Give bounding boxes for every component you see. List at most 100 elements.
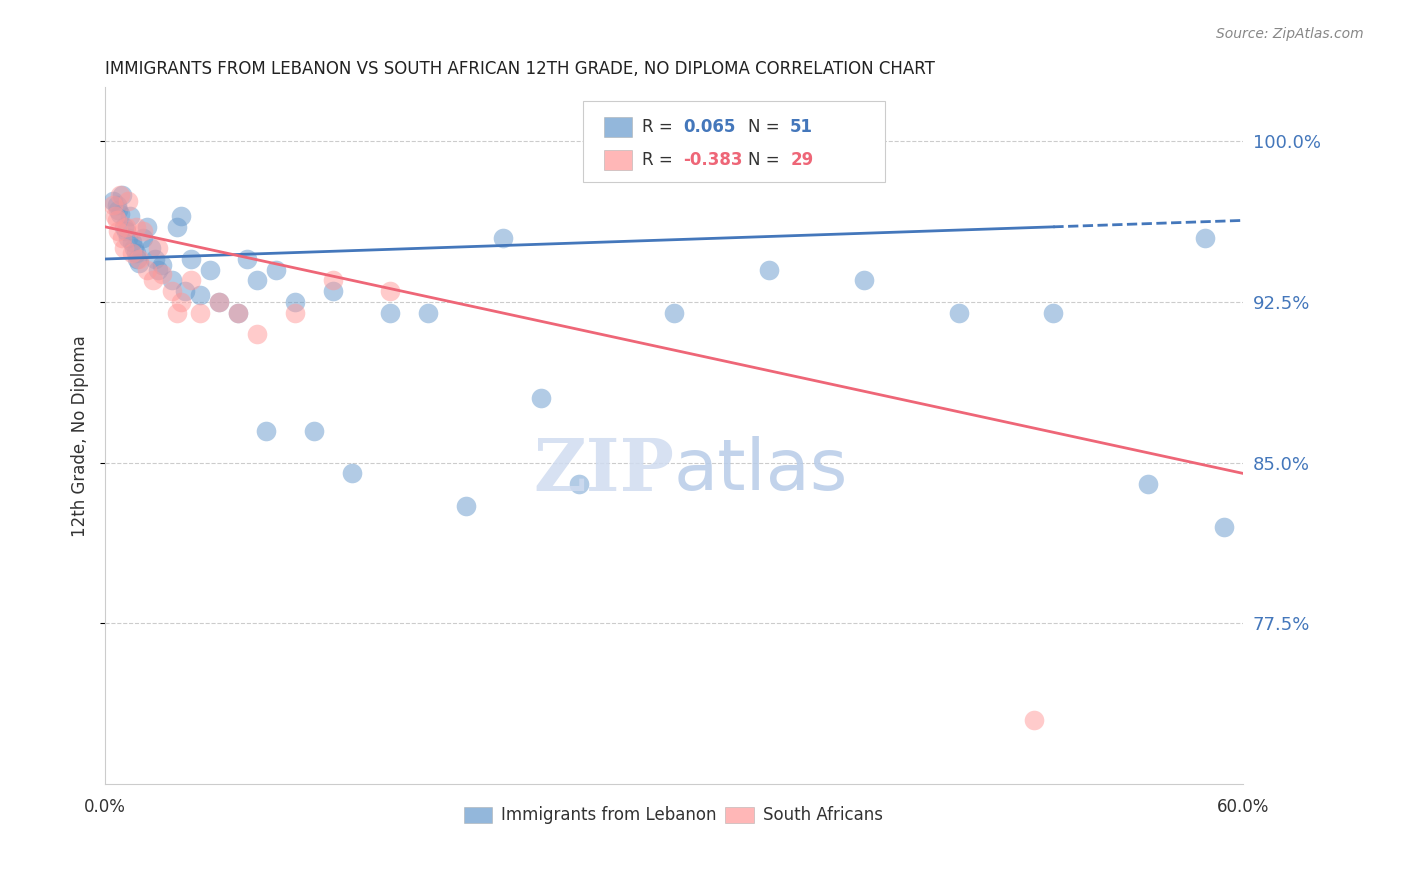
Point bbox=[101, 194, 124, 208]
Y-axis label: 12th Grade, No Diploma: 12th Grade, No Diploma bbox=[72, 335, 89, 537]
Point bbox=[246, 273, 269, 287]
Point bbox=[124, 219, 146, 234]
Point bbox=[117, 194, 139, 208]
Point bbox=[170, 294, 193, 309]
Point bbox=[226, 305, 249, 319]
Point bbox=[170, 209, 193, 223]
Point bbox=[160, 273, 183, 287]
Point bbox=[568, 477, 591, 491]
Point bbox=[1024, 713, 1046, 727]
Point bbox=[115, 219, 138, 234]
Point bbox=[378, 284, 401, 298]
Point bbox=[322, 284, 344, 298]
Point bbox=[758, 262, 780, 277]
Point bbox=[340, 467, 363, 481]
Point bbox=[492, 230, 515, 244]
Point bbox=[112, 219, 135, 234]
Point bbox=[122, 241, 145, 255]
Point bbox=[132, 224, 155, 238]
Point bbox=[208, 294, 231, 309]
Point bbox=[852, 273, 875, 287]
Point bbox=[166, 219, 188, 234]
Point bbox=[128, 252, 150, 266]
Point bbox=[188, 288, 211, 302]
Text: N =: N = bbox=[748, 151, 785, 169]
FancyBboxPatch shape bbox=[464, 807, 492, 822]
Point bbox=[188, 305, 211, 319]
Point bbox=[128, 256, 150, 270]
Point bbox=[148, 241, 170, 255]
Point bbox=[127, 252, 149, 266]
Point bbox=[143, 252, 166, 266]
Point bbox=[105, 213, 128, 227]
Point bbox=[264, 262, 287, 277]
Point bbox=[454, 499, 477, 513]
Text: South Africans: South Africans bbox=[763, 805, 883, 824]
Text: 29: 29 bbox=[790, 151, 814, 169]
Text: Immigrants from Lebanon: Immigrants from Lebanon bbox=[501, 805, 717, 824]
Point bbox=[226, 305, 249, 319]
Point bbox=[948, 305, 970, 319]
Point bbox=[166, 305, 188, 319]
Point bbox=[1042, 305, 1064, 319]
Point bbox=[148, 262, 170, 277]
Point bbox=[112, 241, 135, 255]
Point bbox=[322, 273, 344, 287]
Point bbox=[1137, 477, 1160, 491]
Point bbox=[150, 259, 173, 273]
Point bbox=[132, 230, 155, 244]
Point bbox=[136, 262, 159, 277]
Point bbox=[198, 262, 221, 277]
Point bbox=[115, 224, 138, 238]
FancyBboxPatch shape bbox=[603, 117, 633, 136]
Point bbox=[110, 187, 132, 202]
Point bbox=[284, 305, 307, 319]
Point bbox=[104, 209, 127, 223]
Point bbox=[136, 219, 159, 234]
Point bbox=[150, 267, 173, 281]
Text: R =: R = bbox=[643, 118, 678, 136]
Point bbox=[110, 207, 132, 221]
Point bbox=[302, 424, 325, 438]
Point bbox=[284, 294, 307, 309]
Point bbox=[139, 241, 162, 255]
FancyBboxPatch shape bbox=[725, 807, 754, 822]
Point bbox=[117, 230, 139, 244]
Point bbox=[208, 294, 231, 309]
FancyBboxPatch shape bbox=[583, 102, 884, 182]
Point bbox=[118, 209, 141, 223]
Text: Source: ZipAtlas.com: Source: ZipAtlas.com bbox=[1216, 27, 1364, 41]
Text: 0.0%: 0.0% bbox=[84, 798, 127, 816]
Text: R =: R = bbox=[643, 151, 678, 169]
Point bbox=[124, 245, 146, 260]
Text: 0.065: 0.065 bbox=[683, 118, 735, 136]
Point bbox=[246, 326, 269, 341]
Point bbox=[530, 392, 553, 406]
Text: N =: N = bbox=[748, 118, 785, 136]
Point bbox=[662, 305, 685, 319]
Text: 60.0%: 60.0% bbox=[1216, 798, 1270, 816]
Point bbox=[107, 224, 129, 238]
Point bbox=[160, 284, 183, 298]
Text: -0.383: -0.383 bbox=[683, 151, 742, 169]
Point bbox=[1194, 230, 1216, 244]
Point bbox=[180, 252, 202, 266]
Point bbox=[101, 198, 124, 212]
Point bbox=[378, 305, 401, 319]
Point bbox=[254, 424, 277, 438]
Point bbox=[173, 284, 195, 298]
Point bbox=[121, 235, 143, 249]
Point bbox=[416, 305, 439, 319]
Text: IMMIGRANTS FROM LEBANON VS SOUTH AFRICAN 12TH GRADE, NO DIPLOMA CORRELATION CHAR: IMMIGRANTS FROM LEBANON VS SOUTH AFRICAN… bbox=[105, 60, 935, 78]
Point bbox=[105, 198, 128, 212]
Text: atlas: atlas bbox=[673, 436, 848, 505]
Point bbox=[111, 187, 134, 202]
Point bbox=[1213, 520, 1236, 534]
Point bbox=[111, 230, 134, 244]
Point bbox=[142, 273, 165, 287]
Point bbox=[107, 202, 129, 217]
Point bbox=[121, 245, 143, 260]
Point bbox=[180, 273, 202, 287]
Text: 51: 51 bbox=[790, 118, 813, 136]
Point bbox=[236, 252, 259, 266]
